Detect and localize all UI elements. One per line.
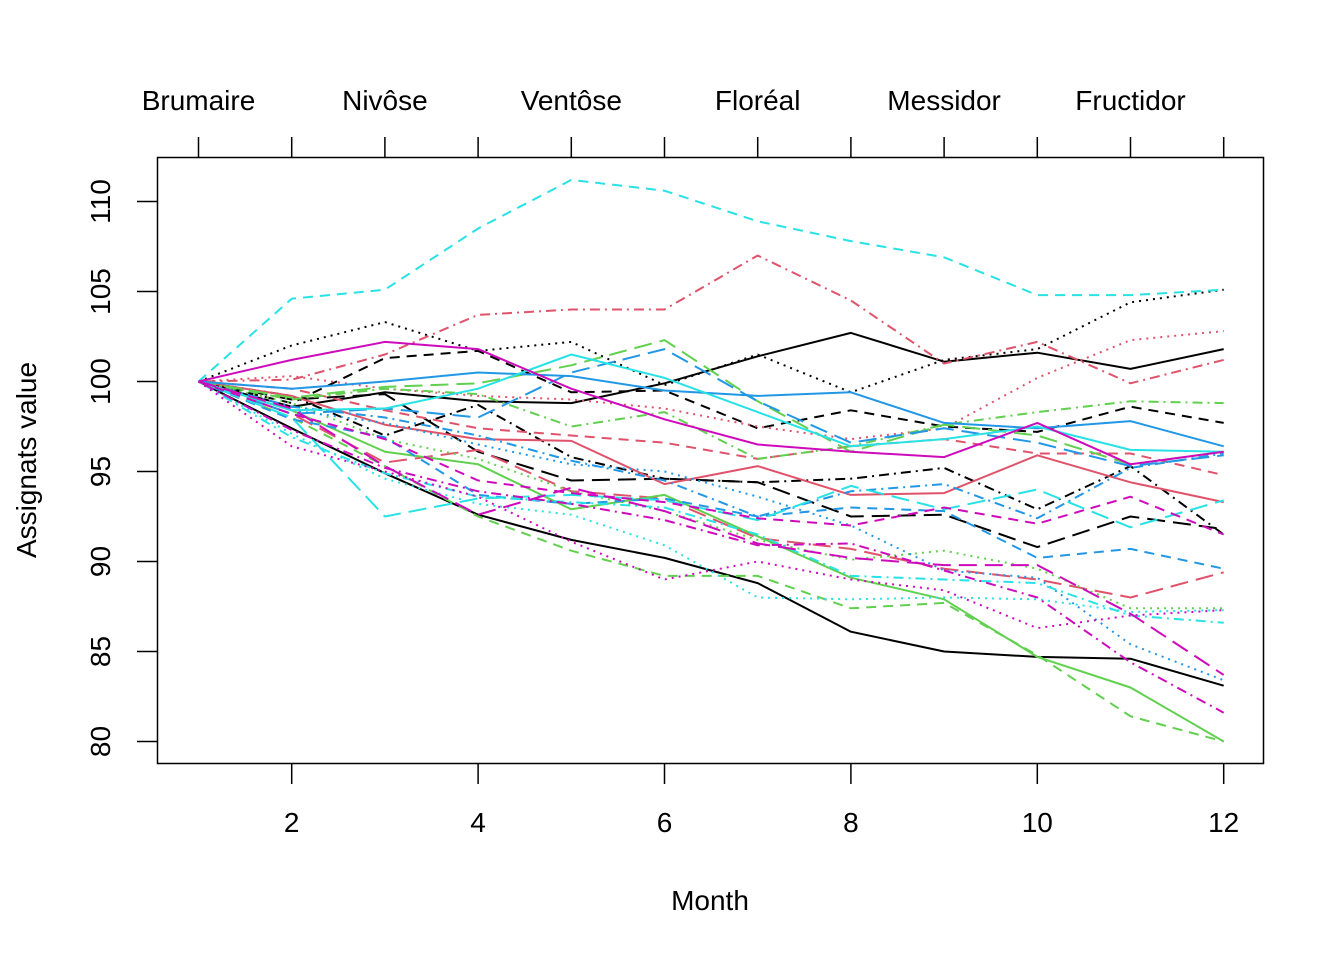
x-tick-label-2: 2 [284, 807, 300, 838]
y-tick-label-85: 85 [85, 636, 116, 667]
y-tick-label-80: 80 [85, 726, 116, 757]
series-layer [197, 178, 1225, 743]
x-tick-label-12: 12 [1208, 807, 1239, 838]
series-line-27 [198, 340, 1224, 466]
series-line-30 [197, 380, 1224, 630]
series-line-8 [198, 254, 1224, 385]
series-line-22 [197, 178, 1224, 383]
top-tick-label-nivôse: Nivôse [342, 85, 428, 116]
series-line-1 [198, 380, 1224, 687]
series-line-12 [198, 380, 1225, 743]
top-tick-label-floréal: Floréal [715, 85, 801, 116]
series-line-11 [198, 380, 1224, 599]
series-line-6 [198, 380, 1225, 536]
series-line-26 [197, 380, 1224, 624]
series-line-7 [198, 380, 1224, 504]
series-line-29 [198, 380, 1225, 714]
series-line-25 [198, 380, 1224, 613]
plot-frame [156, 156, 1265, 765]
x-tick-label-4: 4 [470, 807, 486, 838]
series-line-24 [198, 380, 1224, 529]
left-axis: 80 85 90 95 100 105 110 [85, 179, 158, 757]
series-line-28 [198, 380, 1225, 676]
y-tick-label-90: 90 [85, 546, 116, 577]
x-tick-label-6: 6 [657, 807, 673, 838]
y-tick-label-110: 110 [85, 179, 116, 224]
y-tick-label-95: 95 [85, 456, 116, 487]
top-tick-label-ventôse: Ventôse [521, 85, 622, 116]
series-line-18 [198, 348, 1224, 468]
y-axis-title: Assignats value [11, 362, 42, 558]
series-line-4 [198, 349, 1224, 433]
top-axis: Brumaire Nivôse Ventôse Floréal Messidor Fruc… [142, 85, 1225, 158]
x-tick-label-8: 8 [843, 807, 859, 838]
y-tick-label-100: 100 [85, 358, 116, 405]
x-axis-title: Month [671, 885, 749, 916]
top-tick-label-brumaire: Brumaire [142, 85, 256, 116]
series-line-13 [198, 380, 1224, 743]
series-line-31 [198, 380, 1225, 536]
y-tick-label-105: 105 [85, 268, 116, 315]
series-line-20 [198, 380, 1225, 682]
top-tick-label-fructidor: Fructidor [1075, 85, 1185, 116]
series-line-3 [198, 288, 1224, 394]
series-line-10 [198, 380, 1224, 477]
series-line-17 [198, 371, 1224, 448]
series-line-16 [198, 380, 1224, 610]
series-line-15 [198, 339, 1224, 466]
top-tick-label-messidor: Messidor [887, 85, 1001, 116]
x-tick-label-10: 10 [1022, 807, 1053, 838]
bottom-axis: 2 4 6 8 10 12 [284, 763, 1239, 838]
